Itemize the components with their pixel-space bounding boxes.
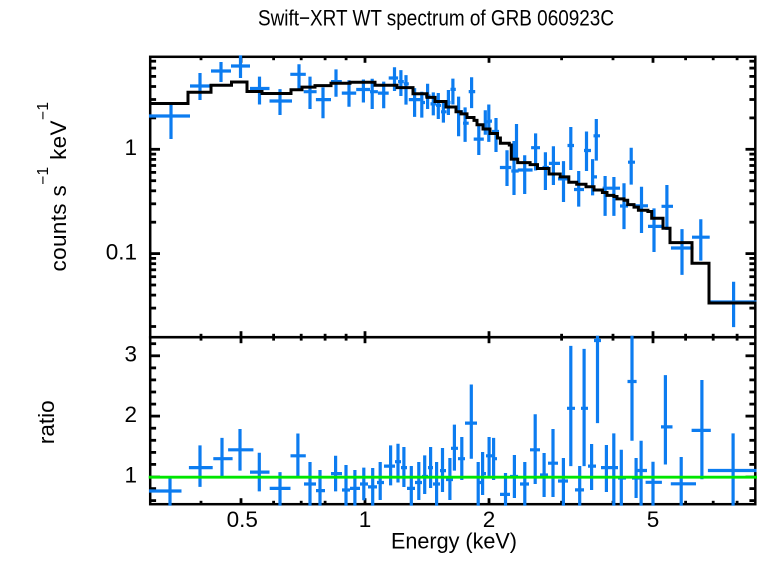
svg-text:5: 5 bbox=[647, 507, 660, 532]
svg-text:ratio: ratio bbox=[34, 400, 59, 444]
svg-text:3: 3 bbox=[124, 342, 137, 367]
svg-text:0.1: 0.1 bbox=[106, 240, 137, 265]
svg-text:2: 2 bbox=[483, 507, 496, 532]
svg-text:Swift−XRT WT spectrum of GRB 0: Swift−XRT WT spectrum of GRB 060923C bbox=[258, 6, 614, 31]
svg-text:1: 1 bbox=[359, 507, 372, 532]
svg-text:1: 1 bbox=[124, 462, 137, 487]
svg-text:2: 2 bbox=[124, 402, 137, 427]
svg-text:0.5: 0.5 bbox=[227, 507, 258, 532]
svg-text:1: 1 bbox=[124, 135, 137, 160]
svg-text:Energy (keV): Energy (keV) bbox=[391, 529, 517, 554]
